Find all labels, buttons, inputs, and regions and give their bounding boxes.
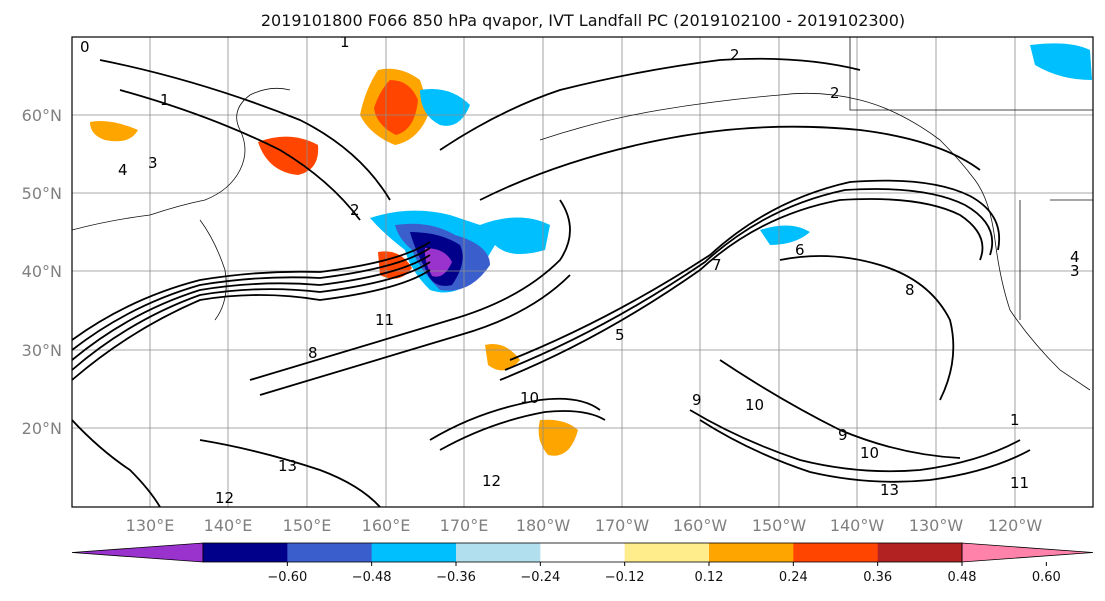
latitude-labels: 60°N 50°N 40°N 30°N 20°N (22, 106, 62, 438)
coastlines (72, 37, 1093, 391)
contour-label: 10 (860, 444, 879, 462)
lat-label-40n: 40°N (22, 262, 62, 281)
lon-label: 140°E (204, 516, 253, 535)
colorbar-tick-label: 0.12 (695, 570, 724, 585)
lat-label-20n: 20°N (22, 419, 62, 438)
graticule (72, 37, 1093, 507)
contour-labels: 0 1 1 2 2 3 4 5 6 7 8 8 9 9 10 10 10 11 … (80, 33, 1080, 507)
contour-label: 2 (830, 84, 840, 102)
contour-label: 3 (1070, 262, 1080, 280)
contour-label: 7 (712, 256, 722, 274)
lon-label: 150°W (752, 516, 807, 535)
lat-label-30n: 30°N (22, 341, 62, 360)
colorbar-tick-label: 0.36 (863, 570, 892, 585)
negative-anomaly-wave (760, 225, 810, 245)
contour-label: 4 (1070, 248, 1080, 266)
figure-title: 2019101800 F066 850 hPa qvapor, IVT Land… (261, 11, 905, 30)
colorbar-border (202, 542, 963, 563)
contour-label: 1 (340, 33, 350, 51)
lon-label: 130°E (126, 516, 175, 535)
colorbar-tick-label: −0.24 (520, 570, 560, 585)
colorbar-bin (624, 543, 710, 562)
contour-label: 8 (905, 281, 915, 299)
contour-label: 5 (615, 326, 625, 344)
colorbar-tick-label: 0.24 (779, 570, 808, 585)
colorbar: −0.60 −0.48 −0.36 −0.24 −0.12 0.12 0.24 0.36 0.4… (71, 542, 1094, 585)
lon-label: 170°E (440, 516, 489, 535)
lon-label: 170°W (595, 516, 650, 535)
lon-label: 140°W (830, 516, 885, 535)
contour-label: 11 (1010, 474, 1029, 492)
contour-label: 13 (880, 481, 899, 499)
colorbar-max-extension (961, 542, 1094, 563)
map-panel: 0 1 1 2 2 3 4 5 6 7 8 8 9 9 10 10 10 11 … (71, 33, 1094, 508)
colorbar-tick-label: −0.48 (352, 570, 392, 585)
contour-label: 12 (482, 472, 501, 490)
positive-anomaly-north-core (374, 80, 418, 135)
contour-label: 1 (1010, 411, 1020, 429)
positive-anomaly-mid (485, 344, 520, 371)
contour-label: 13 (278, 457, 297, 475)
contour-label: 2 (350, 201, 360, 219)
colorbar-bin (456, 543, 541, 562)
lon-label: 180°W (516, 516, 571, 535)
positive-anomaly-west (90, 121, 138, 142)
contour-label: 9 (692, 391, 702, 409)
colorbar-bin (371, 543, 457, 562)
colorbar-bin (709, 543, 794, 562)
colorbar-min-extension (71, 542, 204, 563)
negative-anomaly-arctic (420, 89, 470, 126)
contour-label: 1 (160, 91, 170, 109)
lon-label: 160°W (673, 516, 728, 535)
contour-label: 11 (375, 311, 394, 329)
colorbar-bin (877, 543, 963, 562)
contour-label: 6 (795, 241, 805, 259)
negative-anomaly-ne (1030, 43, 1092, 80)
lon-label: 130°W (909, 516, 964, 535)
map-border (71, 36, 1094, 508)
colorbar-tick-label: −0.36 (436, 570, 476, 585)
lat-label-50n: 50°N (22, 184, 62, 203)
contour-label: 8 (308, 344, 318, 362)
colorbar-tick-label: −0.12 (605, 570, 645, 585)
contour-label: 12 (215, 489, 234, 507)
colorbar-tick-label: 0.60 (1032, 570, 1061, 585)
longitude-labels: 130°E 140°E 150°E 160°E 170°E 180°W 170°… (126, 516, 1043, 535)
colorbar-bin (793, 543, 879, 562)
qvapor-shading (90, 43, 1092, 456)
contour-label: 10 (520, 389, 539, 407)
contour-label: 3 (148, 154, 158, 172)
colorbar-bin (540, 543, 626, 562)
ivt-contours (72, 57, 1031, 507)
contour-label: 10 (745, 396, 764, 414)
colorbar-bin (203, 543, 288, 562)
lon-label: 160°E (362, 516, 411, 535)
colorbar-tick-label: 0.48 (948, 570, 977, 585)
positive-anomaly-south (538, 419, 578, 456)
lon-label: 150°E (283, 516, 332, 535)
lat-label-60n: 60°N (22, 106, 62, 125)
contour-label: 4 (118, 161, 128, 179)
contour-label: 2 (730, 46, 740, 64)
negative-anomaly-peak (424, 248, 452, 277)
lon-label: 120°W (988, 516, 1043, 535)
colorbar-bin (287, 543, 373, 562)
contour-label: 0 (80, 38, 90, 56)
colorbar-tick-label: −0.60 (267, 570, 307, 585)
contour-label: 9 (838, 426, 848, 444)
